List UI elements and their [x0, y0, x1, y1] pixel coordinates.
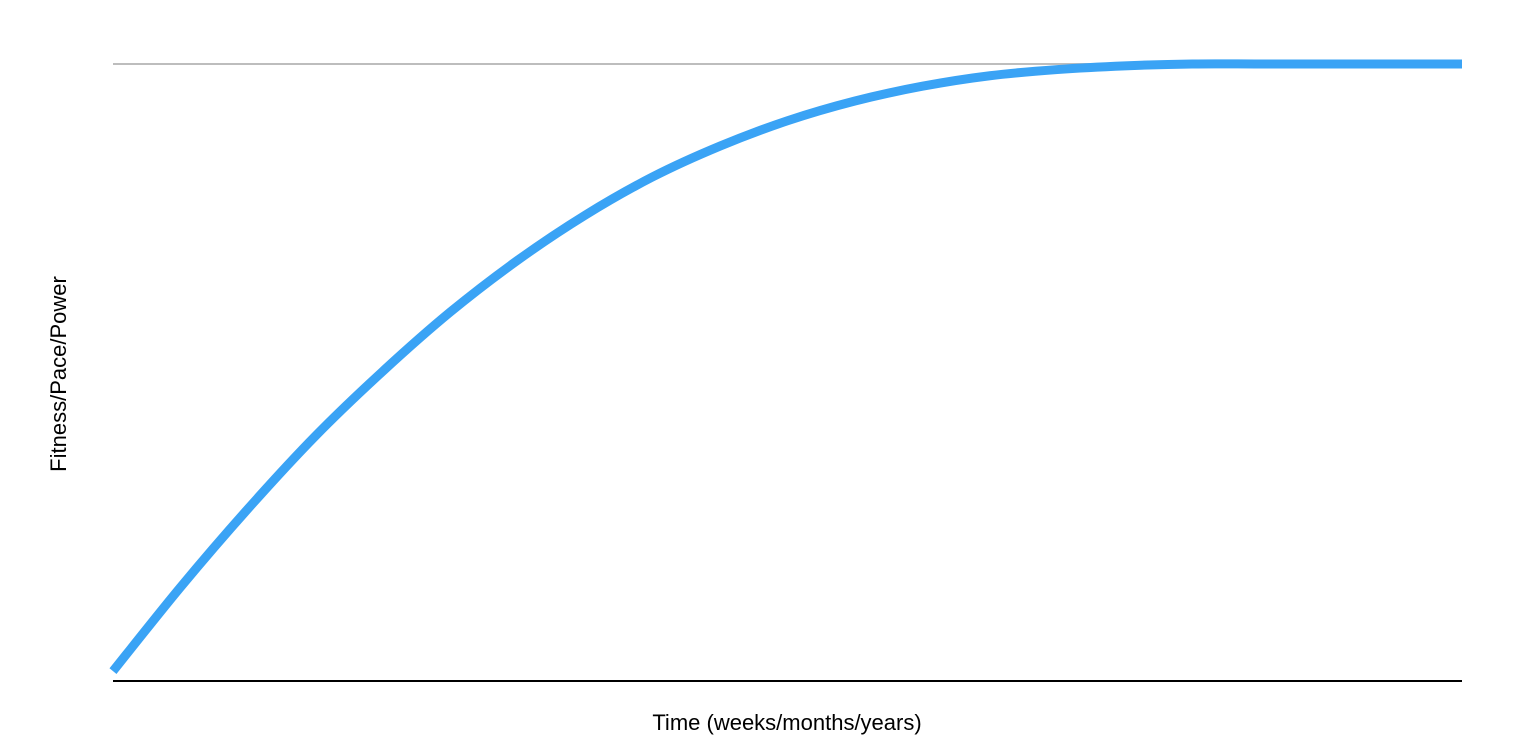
- series-line-0: [109, 59, 1462, 674]
- x-axis-label: Time (weeks/months/years): [652, 710, 921, 735]
- y-axis-label: Fitness/Pace/Power: [46, 276, 71, 472]
- plot-area: [109, 59, 1462, 682]
